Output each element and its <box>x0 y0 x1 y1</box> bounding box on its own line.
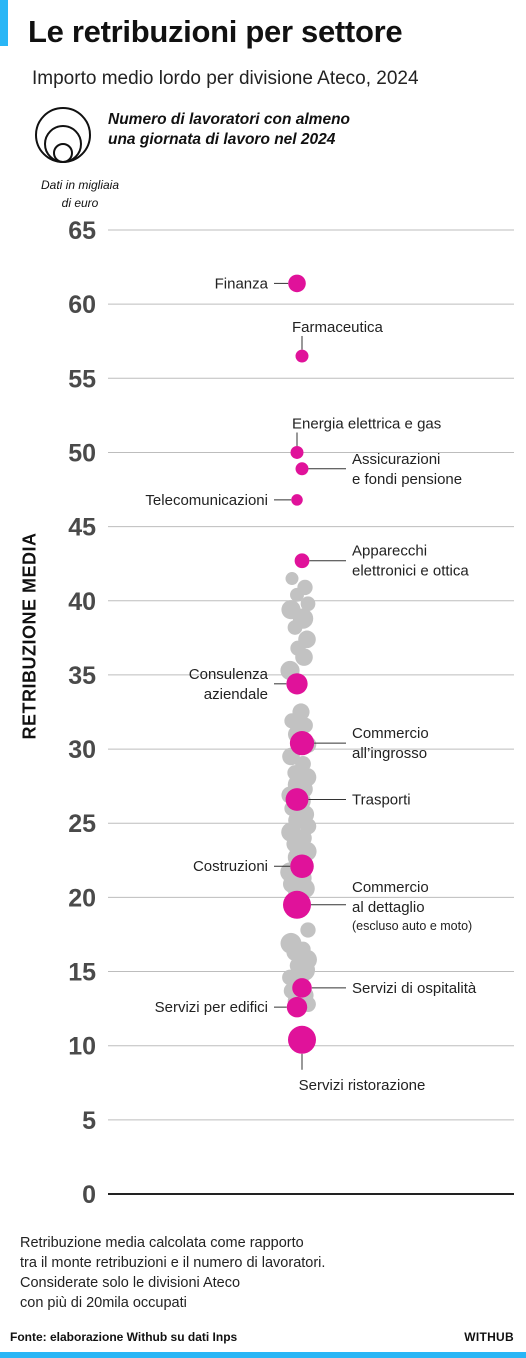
unit-note-line: Dati in migliaia <box>40 178 120 192</box>
sector-label: Costruzioni <box>193 858 268 875</box>
footnote-line: Considerate solo le divisioni Ateco <box>20 1275 241 1291</box>
sector-label: Finanza <box>215 275 269 292</box>
sector-label: Servizi ristorazione <box>299 1077 426 1094</box>
sector-label: Trasporti <box>352 792 411 809</box>
sector-bubble-highlighted <box>290 854 314 879</box>
source-note: Fonte: elaborazione Withub su dati Inps <box>10 1330 238 1344</box>
y-tick-label: 55 <box>68 365 96 393</box>
unit-note-line: di euro <box>61 196 99 210</box>
sector-label: Apparecchi <box>352 543 427 560</box>
y-tick-label: 45 <box>68 514 96 542</box>
sector-label: elettronici e ottica <box>352 563 469 580</box>
sector-label: Commercio <box>352 725 429 742</box>
sector-label: al dettaglio <box>352 899 425 916</box>
y-tick-label: 10 <box>68 1033 96 1061</box>
sector-bubble <box>290 587 304 602</box>
legend-text-line: Numero di lavoratori con almeno <box>108 111 351 128</box>
accent-bar <box>0 0 8 46</box>
y-tick-label: 5 <box>82 1107 96 1135</box>
y-tick-label: 65 <box>68 217 96 245</box>
y-tick-label: 60 <box>68 291 96 319</box>
sector-bubble-highlighted <box>292 978 312 998</box>
sector-bubble <box>287 620 303 635</box>
sector-label: Energia elettrica e gas <box>292 415 441 432</box>
y-tick-label: 20 <box>68 884 96 912</box>
sector-bubble-highlighted <box>294 553 310 569</box>
bottom-accent-bar <box>0 1352 526 1358</box>
sector-bubble <box>284 713 300 729</box>
sector-label: Servizi per edifici <box>155 999 268 1016</box>
sector-label: Farmaceutica <box>292 319 384 336</box>
sector-label: aziendale <box>204 686 268 703</box>
sector-bubble <box>295 648 313 666</box>
footnote-line: con più di 20mila occupati <box>20 1295 187 1311</box>
sector-bubble-highlighted <box>289 731 315 756</box>
sector-label: Commercio <box>352 879 429 896</box>
sector-label: e fondi pensione <box>352 471 462 488</box>
sector-bubble-highlighted <box>286 673 308 695</box>
unit-note: Dati in migliaia di euro <box>20 176 140 212</box>
y-tick-label: 40 <box>68 588 96 616</box>
legend-text-line: una giornata di lavoro nel 2024 <box>108 131 336 148</box>
chart-title: Le retribuzioni per settore <box>28 14 403 49</box>
y-tick-label: 0 <box>82 1181 96 1209</box>
y-tick-label: 15 <box>68 959 96 987</box>
sector-bubble <box>292 959 316 982</box>
bubble-size-legend-text: Numero di lavoratori con almeno una gior… <box>108 110 488 150</box>
chart-subtitle: Importo medio lordo per divisione Ateco,… <box>32 68 419 89</box>
sector-label: (escluso auto e moto) <box>352 919 472 933</box>
sector-bubble <box>285 572 299 586</box>
y-tick-label: 35 <box>68 662 96 690</box>
sector-bubble-highlighted <box>295 462 309 476</box>
footnote: Retribuzione media calcolata come rappor… <box>20 1233 325 1313</box>
sector-bubble-highlighted <box>286 996 308 1018</box>
sector-label: Servizi di ospitalità <box>352 980 477 997</box>
y-tick-label: 30 <box>68 736 96 764</box>
sector-bubble-highlighted <box>285 788 309 811</box>
highlighted-sector-bubbles <box>283 274 316 1054</box>
sector-bubble <box>300 596 316 612</box>
sector-bubble <box>300 922 316 938</box>
brand-logo: WITHUB <box>464 1330 514 1344</box>
y-tick-label: 25 <box>68 810 96 838</box>
sector-label: all’ingrosso <box>352 745 427 762</box>
sector-label: Telecomunicazioni <box>145 492 268 509</box>
sector-label: Assicurazioni <box>352 451 440 468</box>
sector-bubble-highlighted <box>288 274 306 293</box>
footnote-line: tra il monte retribuzioni e il numero di… <box>20 1255 326 1271</box>
sector-bubble-highlighted <box>295 349 309 363</box>
y-tick-label: 50 <box>68 439 96 467</box>
leader-lines <box>274 282 346 1070</box>
bubble-chart: 0 5 10 15 20 25 30 35 40 45 50 55 60 65 Finanza Farmac… <box>68 217 514 1209</box>
sector-bubble-highlighted <box>283 890 311 919</box>
y-tick-labels: 0 5 10 15 20 25 30 35 40 45 50 55 60 65 <box>68 217 96 1209</box>
bubble-size-legend-icon <box>35 107 91 163</box>
sector-bubble-highlighted <box>288 1025 316 1054</box>
footnote-line: Retribuzione media calcolata come rappor… <box>20 1235 304 1251</box>
sector-bubble-highlighted <box>290 445 304 459</box>
sector-bubble-highlighted <box>291 494 303 506</box>
sector-label: Consulenza <box>189 666 269 683</box>
sector-labels: Finanza Farmaceutica Energia elettrica e g… <box>145 275 476 1093</box>
